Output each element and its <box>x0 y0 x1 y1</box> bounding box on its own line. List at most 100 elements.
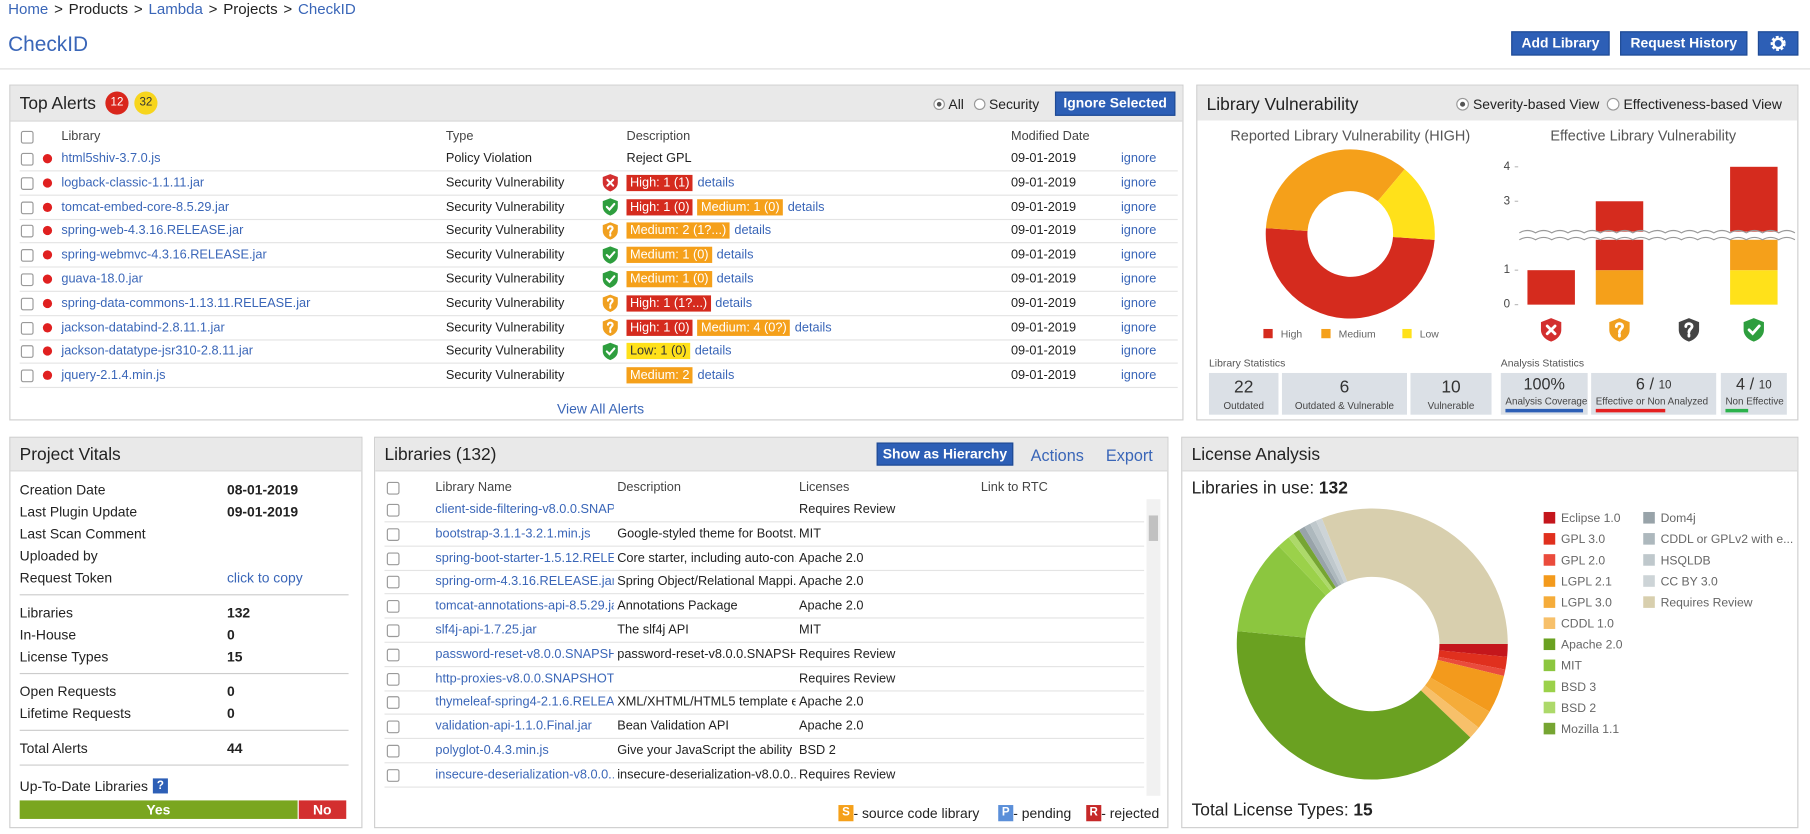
shield-icon <box>603 174 618 191</box>
checkbox[interactable] <box>387 648 400 661</box>
breadcrumb-link[interactable]: Lambda <box>148 0 202 19</box>
checkbox[interactable] <box>387 697 400 710</box>
details-link[interactable]: details <box>698 369 735 383</box>
legend-swatch <box>1544 723 1556 735</box>
library-link[interactable]: spring-web-4.3.16.RELEASE.jar <box>61 222 243 241</box>
library-link[interactable]: thymeleaf-spring4-2.1.6.RELEAS... <box>435 693 613 712</box>
actions-link[interactable]: Actions <box>1031 446 1084 465</box>
shield-icon <box>1541 318 1561 341</box>
library-link[interactable]: spring-data-commons-1.13.11.RELEASE.jar <box>61 294 310 313</box>
settings-button[interactable] <box>1758 31 1799 55</box>
alert-type: Security Vulnerability <box>446 222 564 241</box>
row-divider <box>384 594 1144 595</box>
library-link[interactable]: insecure-deserialization-v8.0.0.... <box>435 765 613 784</box>
library-link[interactable]: jquery-2.1.4.min.js <box>61 366 165 385</box>
checkbox[interactable] <box>387 552 400 565</box>
hierarchy-button[interactable]: Show as Hierarchy <box>877 442 1014 465</box>
details-link[interactable]: details <box>717 272 754 286</box>
checkbox[interactable] <box>387 504 400 517</box>
statistic-label: Vulnerable <box>1428 401 1475 412</box>
view-all-alerts[interactable]: View All Alerts <box>557 400 644 419</box>
breadcrumb-link[interactable]: Home <box>8 0 48 19</box>
ignore-link[interactable]: ignore <box>1121 198 1156 217</box>
library-link[interactable]: jackson-datatype-jsr310-2.8.11.jar <box>61 342 253 361</box>
legend-swatch <box>1544 596 1556 608</box>
details-link[interactable]: details <box>795 320 832 334</box>
modified-date: 09-01-2019 <box>1011 246 1076 265</box>
help-icon[interactable]: ? <box>153 778 168 793</box>
checkbox[interactable] <box>21 225 34 238</box>
checkbox[interactable] <box>387 769 400 782</box>
checkbox[interactable] <box>387 745 400 758</box>
checkbox[interactable] <box>387 576 400 589</box>
library-link[interactable]: tomcat-embed-core-8.5.29.jar <box>61 198 229 217</box>
bar-segment <box>1527 270 1574 304</box>
checkbox[interactable] <box>21 346 34 359</box>
ignore-link[interactable]: ignore <box>1121 318 1156 337</box>
row-divider <box>20 315 1178 316</box>
radio[interactable] <box>1607 98 1619 110</box>
library-vulnerability-panel: Library VulnerabilitySeverity-based View… <box>1196 85 1798 421</box>
checkbox[interactable] <box>387 624 400 637</box>
library-description: Give your JavaScript the ability t... <box>617 741 795 760</box>
checkbox[interactable] <box>21 322 34 335</box>
vital-label: Last Plugin Update <box>20 503 137 522</box>
details-link[interactable]: details <box>715 296 752 310</box>
header-button[interactable]: Request History <box>1620 31 1747 55</box>
ignore-link[interactable]: ignore <box>1121 270 1156 289</box>
library-link[interactable]: bootstrap-3.1.1-3.2.1.min.js <box>435 524 613 543</box>
checkbox[interactable] <box>21 153 34 166</box>
statistic-label: Outdated & Vulnerable <box>1295 401 1395 412</box>
checkbox[interactable] <box>21 177 34 190</box>
checkbox[interactable] <box>387 600 400 613</box>
progress-segment: No <box>298 800 346 819</box>
row-divider <box>20 194 1178 195</box>
library-link[interactable]: tomcat-annotations-api-8.5.29.jar <box>435 597 613 616</box>
ignore-link[interactable]: ignore <box>1121 366 1156 385</box>
library-description: The slf4j API <box>617 621 795 640</box>
details-link[interactable]: details <box>717 248 754 262</box>
statistic-value: 10 <box>1441 377 1460 397</box>
vital-link[interactable]: click to copy <box>227 569 303 588</box>
library-link[interactable]: html5shiv-3.7.0.js <box>61 149 160 168</box>
checkbox[interactable] <box>21 297 34 310</box>
library-link[interactable]: guava-18.0.jar <box>61 270 142 289</box>
checkbox[interactable] <box>21 201 34 214</box>
ignore-link[interactable]: ignore <box>1121 222 1156 241</box>
library-link[interactable]: logback-classic-1.1.11.jar <box>61 174 204 193</box>
header-button[interactable]: Add Library <box>1511 31 1609 55</box>
ignore-link[interactable]: ignore <box>1121 149 1156 168</box>
library-link[interactable]: validation-api-1.1.0.Final.jar <box>435 717 613 736</box>
details-link[interactable]: details <box>788 200 825 214</box>
library-link[interactable]: spring-orm-4.3.16.RELEASE.jar <box>435 573 613 592</box>
details-link[interactable]: details <box>734 224 771 238</box>
ignore-link[interactable]: ignore <box>1121 342 1156 361</box>
checkbox[interactable] <box>387 721 400 734</box>
statistic-label: Effective or Non Analyzed <box>1596 397 1708 408</box>
checkbox[interactable] <box>21 273 34 286</box>
details-link[interactable]: details <box>698 176 735 190</box>
shield-icon <box>603 319 618 336</box>
library-link[interactable]: password-reset-v8.0.0.SNAPSH... <box>435 645 613 664</box>
breadcrumb-link[interactable]: CheckID <box>298 0 356 19</box>
library-link[interactable]: spring-boot-starter-1.5.12.RELE... <box>435 549 613 568</box>
license-analysis-panel: License AnalysisLibraries in use:132Ecli… <box>1181 437 1798 829</box>
library-link[interactable]: slf4j-api-1.7.25.jar <box>435 621 613 640</box>
ignore-link[interactable]: ignore <box>1121 174 1156 193</box>
details-link[interactable]: details <box>695 344 732 358</box>
library-link[interactable]: jackson-databind-2.8.11.1.jar <box>61 318 224 337</box>
checkbox[interactable] <box>387 673 400 686</box>
checkbox[interactable] <box>21 370 34 383</box>
legend-swatch <box>1643 575 1655 587</box>
export-link[interactable]: Export <box>1106 446 1153 465</box>
alert-type: Security Vulnerability <box>446 198 564 217</box>
ignore-link[interactable]: ignore <box>1121 294 1156 313</box>
library-link[interactable]: http-proxies-v8.0.0.SNAPSHOT.jar <box>435 669 613 688</box>
ignore-link[interactable]: ignore <box>1121 246 1156 265</box>
library-link[interactable]: client-side-filtering-v8.0.0.SNAP... <box>435 500 613 519</box>
library-link[interactable]: polyglot-0.4.3.min.js <box>435 741 613 760</box>
checkbox[interactable] <box>21 249 34 262</box>
checkbox[interactable] <box>387 482 400 495</box>
library-link[interactable]: spring-webmvc-4.3.16.RELEASE.jar <box>61 246 266 265</box>
checkbox[interactable] <box>387 528 400 541</box>
